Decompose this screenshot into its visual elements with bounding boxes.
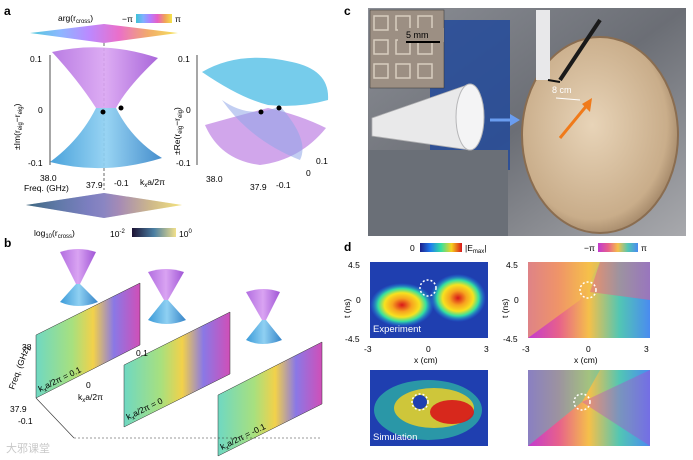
exceptional-point-2 <box>118 105 124 111</box>
ep-marker-sim-phase <box>573 393 591 411</box>
exceptional-point-1 <box>100 109 106 115</box>
kx-tick-0-right: 0 <box>306 168 311 178</box>
kx-tick-pos-right: 0.1 <box>316 156 328 166</box>
mag-colorbar <box>132 228 176 237</box>
probe-arm <box>536 10 550 80</box>
re-tick-top: 0.1 <box>178 54 190 64</box>
d2-x-tick-mid: 0 <box>586 344 591 354</box>
panel-b: b Freq. (GHz) 38 37.9 -0.1 0 0.1 kxa/2π … <box>4 236 323 457</box>
d-t-tick-top: 4.5 <box>348 260 360 270</box>
d2-t-label: t (ns) <box>500 298 510 318</box>
d2-x-tick-left: -3 <box>522 344 530 354</box>
scan-arrow <box>558 103 590 139</box>
panel-letter-b: b <box>4 236 11 250</box>
freq-tick-379-left: 37.9 <box>86 180 103 190</box>
b-freq-379: 37.9 <box>10 404 27 414</box>
log-label: log10(rcross) <box>34 228 75 240</box>
im-tick-top: 0.1 <box>30 54 42 64</box>
metasurface-plate <box>521 36 679 234</box>
amp-colorbar <box>420 243 462 252</box>
d2-t-tick-mid: 0 <box>514 295 519 305</box>
experiment-label: Experiment <box>373 324 421 335</box>
lower-cone-im <box>50 108 162 169</box>
b-kx-neg: -0.1 <box>18 416 33 426</box>
freq-tick-38-right: 38.0 <box>206 174 223 184</box>
d-t-tick-mid: 0 <box>356 295 361 305</box>
b-kx-pos: 0.1 <box>136 348 148 358</box>
im-tick-mid: 0 <box>38 105 43 115</box>
d2-x-tick-right: 3 <box>644 344 649 354</box>
simulation-label: Simulation <box>373 432 417 443</box>
d-x-label: x (cm) <box>414 355 438 365</box>
d2-t-tick-bot: -4.5 <box>503 334 518 344</box>
d2-t-tick-top: 4.5 <box>506 260 518 270</box>
phase-sheet-top <box>30 24 178 43</box>
ep-marker-exp-phase <box>579 281 597 299</box>
phase-colorbar-d <box>598 243 638 252</box>
amp-colorbar-min: 0 <box>410 243 415 253</box>
im-tick-bot: -0.1 <box>28 158 43 168</box>
panel-d: d 0 |Emax| −π π Experiment 4.5 0 -4.5 t … <box>342 240 650 446</box>
mag-colorbar-max: 100 <box>179 229 192 239</box>
d-x-tick-right: 3 <box>484 344 489 354</box>
phase-colorbar-max: π <box>175 14 181 24</box>
scale-bar-label: 5 mm <box>406 30 429 40</box>
freq-tick-38-left: 38.0 <box>40 173 57 183</box>
kx-tick-neg-left: -0.1 <box>114 178 129 188</box>
watermark: 大邪课堂 <box>6 441 50 455</box>
phase-colorbar-d-min: −π <box>584 243 595 253</box>
probe-cable <box>558 18 602 82</box>
mini-cone-1 <box>60 249 98 306</box>
panel-letter-c: c <box>344 4 351 18</box>
re-surface-upper <box>202 57 329 106</box>
freq-axis-label: Freq. (GHz) <box>24 183 69 193</box>
exceptional-point-re-1 <box>258 109 264 115</box>
re-tick-mid: 0 <box>186 105 191 115</box>
exceptional-point-re-2 <box>276 105 282 111</box>
mini-cone-2 <box>148 269 186 324</box>
d2-x-label: x (cm) <box>574 355 598 365</box>
phase-colorbar-d-max: π <box>641 243 647 253</box>
panel-letter-a: a <box>4 4 11 18</box>
mag-colorbar-min: 10-2 <box>110 229 125 239</box>
unit-cell-inset <box>369 9 445 89</box>
ep-marker-sim-amp <box>411 393 429 411</box>
im-axis-label: ±Im(reig−reig) <box>12 103 24 150</box>
amp-colorbar-max: |Emax| <box>465 243 486 255</box>
d-t-tick-bot: -4.5 <box>345 334 360 344</box>
arg-label: arg(rcross) <box>58 13 93 25</box>
plane-kx-0.1 <box>35 282 141 399</box>
d-x-tick-mid: 0 <box>426 344 431 354</box>
re-axis-label: ±Re(reig−reig) <box>172 107 184 155</box>
plane-kx-neg0.1 <box>217 341 323 457</box>
upper-cone-im <box>52 47 158 108</box>
phase-colorbar <box>136 14 172 23</box>
b-kx-0: 0 <box>86 380 91 390</box>
re-tick-bot: -0.1 <box>176 158 191 168</box>
kx-tick-neg-right: -0.1 <box>276 180 291 190</box>
phase-colorbar-min: −π <box>122 14 133 24</box>
plane-kx-0 <box>123 311 231 428</box>
b-kx-axis-label: kxa/2π <box>78 392 103 404</box>
panel-a: a arg(rcross) −π π 0.1 0 -0.1 ±Im(reig−r… <box>4 4 329 240</box>
kx-axis-label: kxa/2π <box>140 177 165 189</box>
d-x-tick-left: -3 <box>364 344 372 354</box>
distance-label: 8 cm <box>552 85 572 95</box>
panel-letter-d: d <box>344 240 351 254</box>
ep-marker-exp-amp <box>419 279 437 297</box>
freq-tick-379-right: 37.9 <box>250 182 267 192</box>
mini-cone-3 <box>246 289 282 344</box>
d-t-label: t (ns) <box>342 298 352 318</box>
panel-c: c 8 cm 5 mm <box>344 4 686 236</box>
b-freq-38: 38 <box>22 342 32 352</box>
